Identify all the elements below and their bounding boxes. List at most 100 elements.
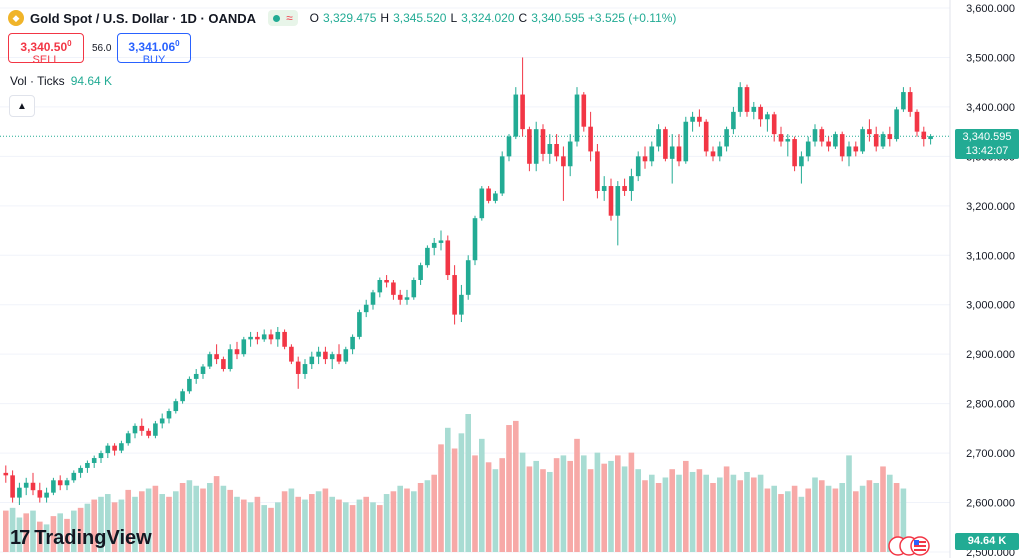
- candle-body: [17, 487, 22, 498]
- y-tick-label: 3,100.000: [966, 250, 1015, 262]
- candle-body: [574, 94, 580, 142]
- candle-body: [302, 364, 308, 374]
- volume-bar: [247, 502, 254, 552]
- y-tick-label: 3,200.000: [966, 201, 1015, 213]
- volume-bar: [757, 474, 764, 552]
- chart-header: ◆ Gold Spot / U.S. Dollar · 1D · OANDA ≈…: [8, 8, 676, 28]
- buy-label: BUY: [142, 54, 166, 66]
- buy-button[interactable]: 3,341.060 BUY: [117, 33, 191, 66]
- volume-bar: [540, 469, 546, 552]
- volume-bar: [730, 474, 737, 552]
- volume-legend-label: Vol · Ticks: [10, 74, 65, 88]
- sell-button[interactable]: 3,340.500 SELL: [8, 33, 84, 66]
- sell-label: SELL: [32, 54, 60, 66]
- volume-bar: [873, 483, 879, 552]
- candle-body: [513, 94, 519, 137]
- volume-bar: [118, 499, 125, 552]
- volume-bar: [431, 474, 437, 552]
- volume-bar: [723, 466, 730, 552]
- tradingview-mark-icon: 17: [10, 526, 30, 549]
- volume-bar: [268, 507, 274, 552]
- y-tick-label: 3,000.000: [966, 300, 1015, 312]
- volume-bar: [635, 469, 641, 552]
- volume-bar: [526, 466, 533, 552]
- last-price-value: 3,340.595: [962, 131, 1012, 143]
- candle-body: [10, 475, 15, 498]
- candle-body: [826, 141, 831, 147]
- open-value: 3,329.475: [323, 11, 377, 25]
- volume-bar: [77, 507, 84, 552]
- y-tick-label: 2,900.000: [966, 349, 1015, 361]
- candle-body: [268, 334, 274, 340]
- candle-body: [717, 146, 723, 157]
- high-value: 3,345.520: [393, 11, 447, 25]
- volume-bar: [513, 420, 519, 552]
- candle-body: [520, 94, 525, 130]
- volume-bar: [479, 438, 485, 552]
- candle-body: [540, 129, 546, 154]
- candle-body: [805, 141, 811, 157]
- tradingview-logo[interactable]: 17 TradingView: [10, 526, 152, 550]
- volume-bar: [254, 496, 261, 552]
- ohlc-values: O 3,329.475 H 3,345.520 L 3,324.020 C 3,340.…: [310, 11, 677, 25]
- volume-bar: [615, 455, 621, 552]
- volume-legend[interactable]: Vol · Ticks 94.64 K: [10, 74, 112, 88]
- candle-body: [533, 129, 539, 164]
- candle-body: [363, 304, 369, 313]
- volume-bar: [853, 491, 859, 552]
- volume-bar: [139, 491, 145, 552]
- volume-bar: [3, 510, 9, 552]
- open-label: O: [309, 11, 319, 25]
- volume-bar: [689, 471, 696, 552]
- volume-bar: [417, 483, 424, 552]
- candle-body: [214, 354, 219, 360]
- volume-bar: [64, 518, 70, 552]
- candle-body: [329, 354, 335, 360]
- chevron-up-icon: ▲: [17, 100, 27, 112]
- candle-body: [23, 482, 29, 488]
- candle-body: [554, 144, 559, 157]
- volume-bar: [145, 488, 152, 552]
- candle-body: [792, 139, 797, 167]
- sell-price: 3,340.50: [20, 40, 68, 54]
- low-label: L: [450, 11, 458, 25]
- candle-body: [642, 156, 648, 162]
- volume-bar: [363, 496, 369, 552]
- candle-body: [275, 331, 281, 340]
- volume-bar: [295, 496, 301, 552]
- candle-body: [64, 480, 70, 486]
- candle-body: [452, 275, 457, 315]
- volume-bar: [227, 489, 233, 552]
- y-tick-label: 2,700.000: [966, 448, 1015, 460]
- candle-body: [588, 126, 593, 152]
- us-flag-icon[interactable]: [888, 536, 932, 556]
- volume-bar: [717, 477, 723, 552]
- candle-body: [601, 186, 607, 191]
- candle-body: [30, 482, 36, 491]
- candle-body: [391, 282, 396, 295]
- volume-bar: [655, 483, 662, 552]
- candle-body: [486, 188, 491, 201]
- symbol-title[interactable]: Gold Spot / U.S. Dollar · 1D · OANDA: [30, 10, 257, 26]
- volume-bar: [57, 513, 63, 552]
- volume-bar: [125, 489, 131, 552]
- market-status[interactable]: ≈: [268, 10, 298, 26]
- volume-bar: [288, 488, 295, 552]
- candle-body: [506, 136, 512, 157]
- candle-body: [425, 247, 430, 266]
- candle-body: [282, 331, 287, 347]
- candle-body: [799, 156, 804, 167]
- candle-body: [894, 109, 899, 140]
- volume-bar: [50, 516, 57, 552]
- close-label: C: [518, 11, 528, 25]
- candle-body: [112, 445, 117, 451]
- candle-body: [860, 129, 865, 152]
- candle-body: [153, 423, 158, 436]
- volume-bar: [703, 474, 709, 552]
- volume-bar: [601, 463, 607, 552]
- volume-bar: [30, 510, 36, 552]
- candle-body: [139, 425, 145, 431]
- collapse-legend-button[interactable]: ▲: [9, 95, 35, 117]
- candle-body: [737, 87, 743, 112]
